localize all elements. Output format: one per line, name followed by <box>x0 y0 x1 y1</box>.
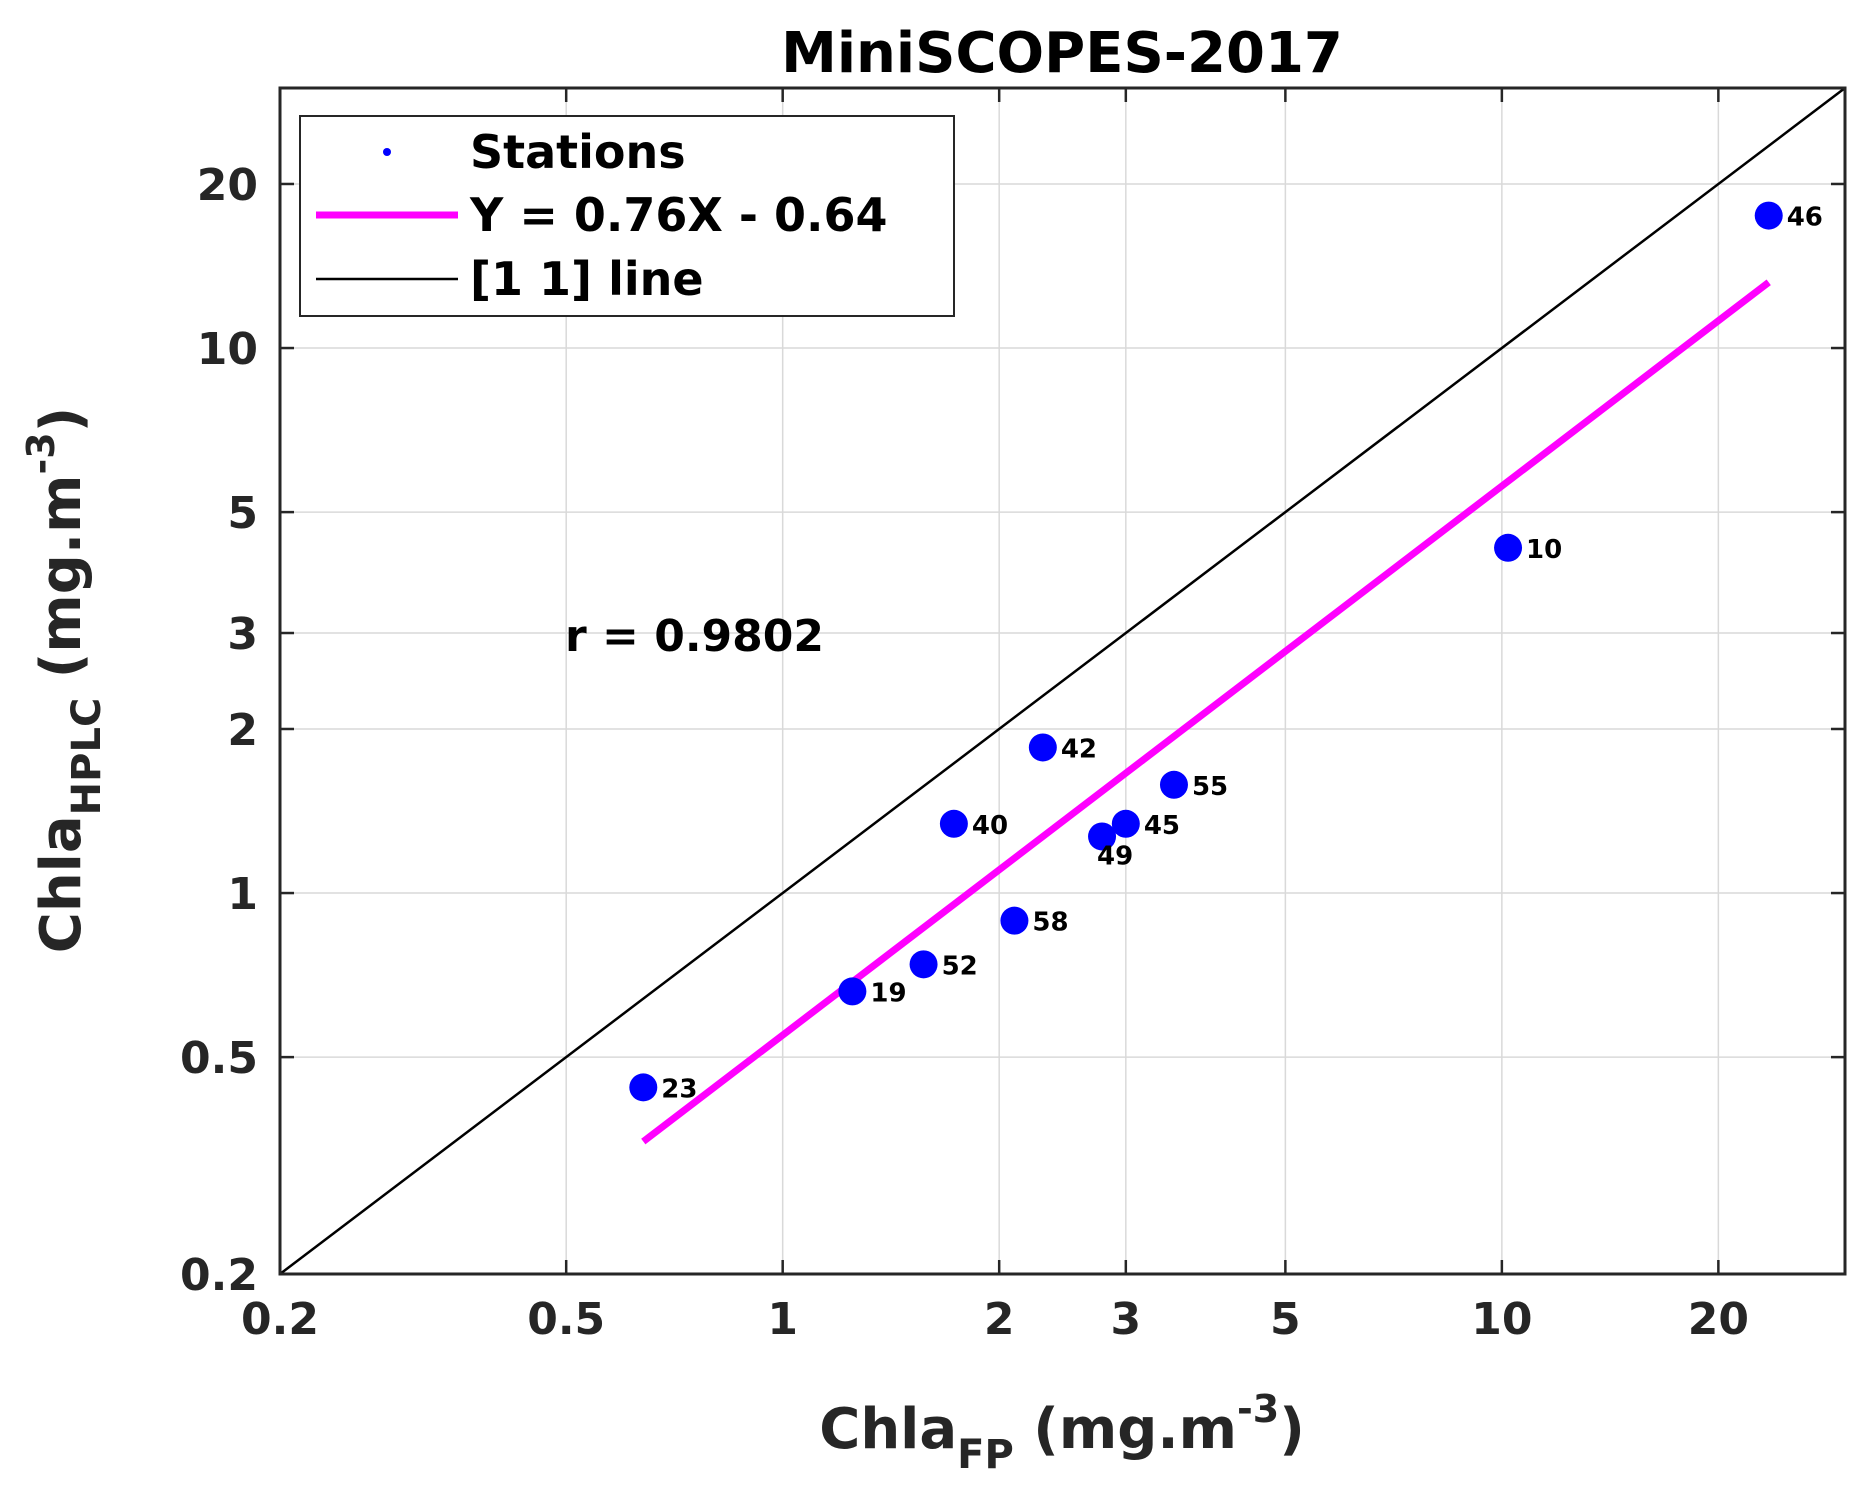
x-tick-label: 0.5 <box>527 1294 605 1345</box>
station-point-40 <box>939 809 968 838</box>
station-label-40: 40 <box>972 811 1008 841</box>
data-points: 46 10 42 55 40 45 49 58 52 19 23 <box>629 201 1823 1104</box>
x-tick-label: 0.2 <box>241 1294 319 1345</box>
station-label-19: 19 <box>870 978 906 1008</box>
y-axis-label: ChlaHPLC (mg.m-3) <box>19 407 110 954</box>
station-label-23: 23 <box>661 1074 697 1104</box>
station-point-55 <box>1159 770 1188 799</box>
y-tick-label: 3 <box>227 609 258 660</box>
y-tick-label: 0.5 <box>180 1033 258 1084</box>
legend-label-fit: Y = 0.76X - 0.64 <box>469 188 887 242</box>
identity-line <box>279 87 1846 1275</box>
station-label-42: 42 <box>1061 734 1097 764</box>
station-point-23 <box>629 1073 658 1102</box>
x-axis-label: ChlaFP (mg.m-3) <box>819 1387 1305 1478</box>
chart-title: MiniSCOPES-2017 <box>781 21 1343 86</box>
station-label-58: 58 <box>1032 908 1068 938</box>
legend-label-stations: Stations <box>470 125 686 179</box>
plot-frame <box>278 86 1847 1276</box>
x-tick-label: 3 <box>1111 1294 1142 1345</box>
station-label-10: 10 <box>1526 535 1562 565</box>
regression-line <box>641 279 1771 1145</box>
correlation-annotation: r = 0.9802 <box>565 611 824 662</box>
y-tick-label: 2 <box>227 705 258 756</box>
legend-marker-stations <box>383 148 391 156</box>
x-tick-label: 1 <box>767 1294 798 1345</box>
station-point-49 <box>1088 822 1117 851</box>
lines <box>279 87 1846 1275</box>
x-tick-label: 5 <box>1270 1294 1301 1345</box>
y-tick-label: 20 <box>197 160 258 211</box>
station-point-45 <box>1111 809 1140 838</box>
y-tick-label: 0.2 <box>180 1250 258 1301</box>
y-tick-label: 5 <box>227 488 258 539</box>
station-point-10 <box>1494 533 1523 562</box>
station-label-52: 52 <box>942 951 978 981</box>
station-label-55: 55 <box>1192 772 1228 802</box>
station-point-58 <box>1000 906 1029 935</box>
station-label-45: 45 <box>1144 811 1180 841</box>
x-tick-label: 2 <box>984 1294 1015 1345</box>
station-label-46: 46 <box>1787 203 1823 233</box>
grid <box>280 88 1845 1274</box>
station-point-19 <box>838 977 867 1006</box>
x-tick-label: 10 <box>1471 1294 1532 1345</box>
legend-label-identity: [1 1] line <box>470 252 704 306</box>
y-tick-label: 1 <box>227 869 258 920</box>
station-point-52 <box>909 950 938 979</box>
y-tick-label: 10 <box>197 324 258 375</box>
legend: Stations Y = 0.76X - 0.64 [1 1] line <box>299 115 955 317</box>
station-point-42 <box>1028 733 1057 762</box>
x-tick-label: 20 <box>1688 1294 1749 1345</box>
station-label-49: 49 <box>1097 841 1133 871</box>
station-point-46 <box>1754 201 1783 230</box>
